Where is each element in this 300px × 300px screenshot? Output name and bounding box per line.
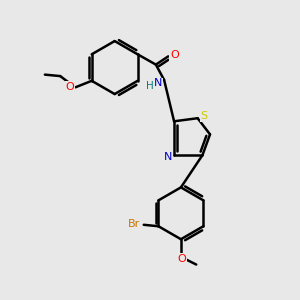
- Text: H: H: [146, 81, 154, 91]
- Text: N: N: [154, 79, 162, 88]
- Text: O: O: [66, 82, 75, 92]
- Text: O: O: [177, 254, 186, 264]
- Text: N: N: [164, 152, 172, 162]
- Text: Br: Br: [128, 219, 140, 229]
- Text: S: S: [200, 111, 208, 121]
- Text: O: O: [170, 50, 179, 60]
